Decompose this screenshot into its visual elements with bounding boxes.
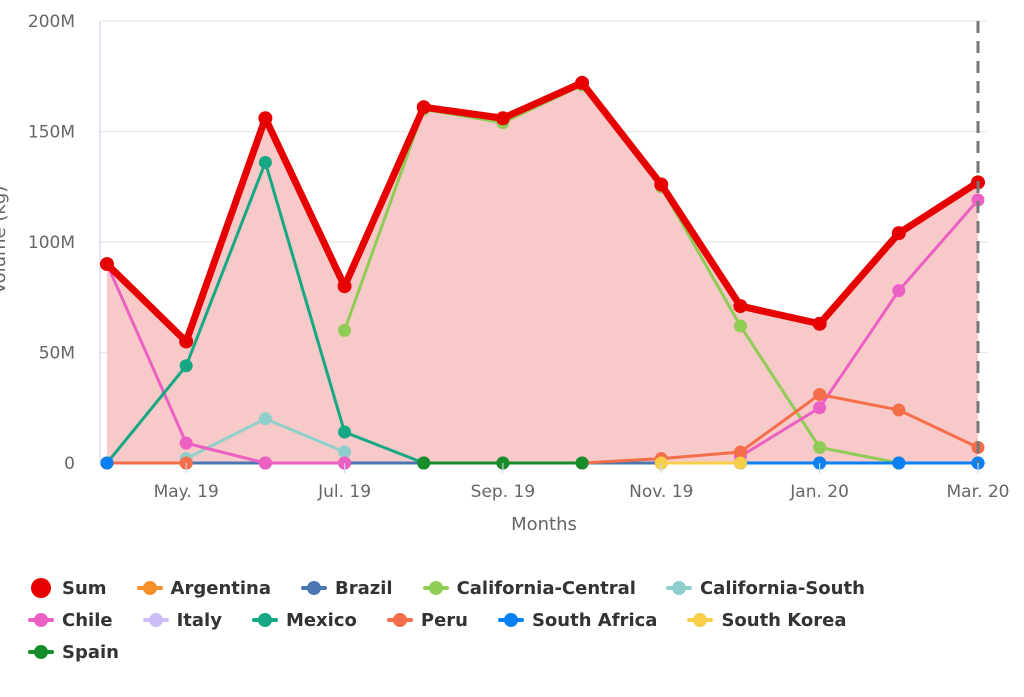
legend-label: South Africa: [531, 609, 658, 631]
y-tick-label: 50M: [39, 344, 75, 364]
legend-marker-icon: [301, 580, 327, 596]
legend-item-italy[interactable]: Italy: [142, 609, 222, 631]
legend-item-california-south[interactable]: California-South: [665, 577, 865, 599]
series-peru[interactable]: [100, 387, 985, 470]
data-point[interactable]: [258, 111, 273, 126]
data-point[interactable]: [812, 316, 827, 331]
data-point[interactable]: [258, 412, 272, 426]
legend-label: Mexico: [285, 609, 357, 631]
legend-label: Sum: [62, 577, 107, 599]
legend-label: Brazil: [335, 577, 393, 599]
series-sum[interactable]: [100, 75, 985, 349]
data-point[interactable]: [971, 193, 985, 207]
legend-label: California-South: [699, 577, 865, 599]
y-tick-label: 100M: [28, 233, 75, 253]
data-point[interactable]: [813, 387, 827, 401]
data-point[interactable]: [100, 257, 114, 272]
legend-item-california-central[interactable]: California-Central: [422, 577, 636, 599]
data-point[interactable]: [575, 456, 589, 470]
legend-label: Spain: [62, 641, 119, 663]
data-point[interactable]: [179, 436, 193, 450]
x-tick-label: Sep. 19: [471, 482, 535, 502]
legend-item-brazil[interactable]: Brazil: [301, 578, 393, 599]
legend-row: Spain: [28, 636, 1018, 668]
data-point[interactable]: [179, 359, 193, 373]
x-tick-label: Jul. 19: [317, 482, 371, 502]
legend-item-argentina[interactable]: Argentina: [136, 577, 271, 599]
y-tick-label: 150M: [28, 123, 75, 143]
data-point[interactable]: [891, 226, 906, 241]
data-point[interactable]: [417, 456, 431, 470]
legend-marker-icon: [497, 612, 524, 628]
data-point[interactable]: [575, 75, 590, 90]
x-axis-title: Months: [511, 514, 577, 535]
data-point[interactable]: [892, 456, 906, 470]
y-tick-label: 200M: [28, 12, 75, 32]
legend-item-spain[interactable]: Spain: [28, 642, 119, 663]
data-point[interactable]: [338, 323, 352, 337]
legend-marker-icon: [142, 612, 169, 628]
data-point[interactable]: [892, 284, 906, 298]
sum-area: [107, 82, 978, 463]
legend-marker-icon: [28, 644, 54, 660]
legend-marker-icon: [28, 578, 54, 598]
legend-label: Argentina: [170, 577, 271, 599]
data-point[interactable]: [416, 100, 431, 115]
legend-marker-icon: [422, 580, 449, 596]
x-tick-label: Mar. 20: [947, 482, 1010, 502]
y-tick-label: 0: [64, 454, 75, 474]
x-axis-ticks: May. 19 Jul. 19 Sep. 19 Nov. 19 Jan. 20 Mar. …: [154, 463, 1010, 502]
data-point[interactable]: [100, 456, 114, 470]
data-point[interactable]: [733, 299, 748, 314]
legend-item-south-korea[interactable]: South Korea: [687, 609, 847, 631]
x-tick-label: May. 19: [154, 482, 219, 502]
y-axis-ticks: 0 50M 100M 150M 200M: [28, 12, 75, 474]
y-axis-title: Volume (kg): [0, 186, 10, 295]
data-point[interactable]: [813, 401, 827, 415]
data-point[interactable]: [495, 111, 510, 126]
data-point[interactable]: [258, 456, 272, 470]
legend-marker-icon: [251, 612, 278, 628]
legend-marker-icon: [386, 612, 413, 628]
legend-label: California-Central: [456, 577, 636, 599]
legend-marker-icon: [28, 612, 54, 628]
legend-row: Chile Italy Mexico Peru South Africa South Ko…: [28, 604, 1018, 636]
legend-item-south-africa[interactable]: South Africa: [497, 609, 658, 631]
x-tick-label: Jan. 20: [789, 482, 849, 502]
data-point[interactable]: [813, 441, 827, 455]
data-point[interactable]: [733, 456, 747, 470]
data-point[interactable]: [654, 177, 669, 192]
legend-label: Chile: [62, 609, 113, 631]
legend-item-sum[interactable]: Sum: [28, 578, 107, 599]
data-point[interactable]: [258, 155, 272, 169]
legend-marker-icon: [665, 580, 692, 596]
legend-label: South Korea: [721, 609, 847, 631]
series-chile[interactable]: [100, 193, 985, 470]
line-chart: 0 50M 100M 150M 200M Volume (kg) May. 19 Jul.…: [0, 12, 1010, 535]
legend-marker-icon: [687, 612, 714, 628]
legend-item-peru[interactable]: Peru: [386, 609, 468, 631]
data-point[interactable]: [733, 319, 747, 333]
data-point[interactable]: [892, 403, 906, 417]
data-point[interactable]: [179, 334, 194, 349]
series-lines: [100, 75, 985, 470]
data-point[interactable]: [338, 445, 352, 459]
data-point[interactable]: [337, 279, 352, 294]
legend-label: Italy: [176, 609, 222, 631]
legend: Sum Argentina Brazil California-Central Cali…: [28, 572, 1018, 668]
legend-item-mexico[interactable]: Mexico: [251, 609, 357, 631]
x-tick-label: Nov. 19: [629, 482, 693, 502]
data-point[interactable]: [733, 445, 747, 459]
legend-marker-icon: [136, 580, 163, 596]
legend-label: Peru: [420, 609, 468, 631]
legend-row: Sum Argentina Brazil California-Central Cali…: [28, 572, 1018, 604]
legend-item-chile[interactable]: Chile: [28, 610, 113, 631]
data-point[interactable]: [338, 425, 352, 439]
